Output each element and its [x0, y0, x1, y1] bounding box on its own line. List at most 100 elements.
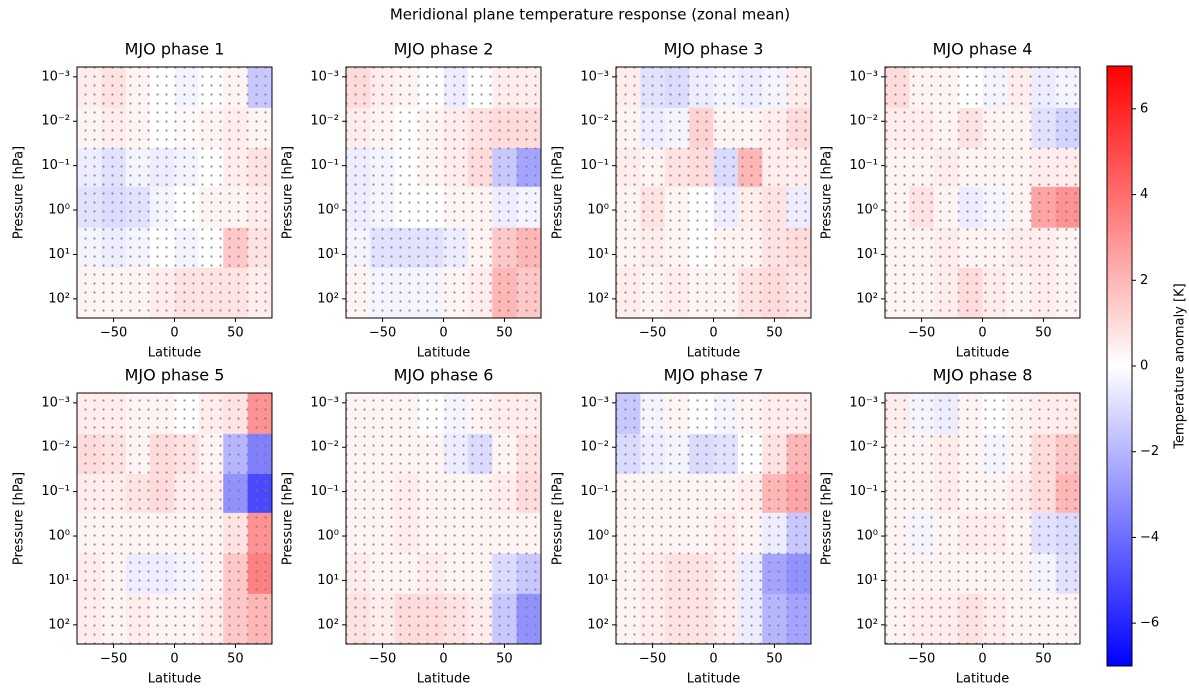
- x-tick-label: −50: [100, 326, 127, 341]
- y-tick-label: 10⁻²: [580, 440, 609, 455]
- colorbar-tick-label: −4: [1140, 530, 1159, 545]
- y-tick-label: 10⁰: [856, 203, 878, 218]
- x-axis-label: Latitude: [687, 672, 741, 687]
- panel-title: MJO phase 7: [664, 366, 764, 385]
- y-tick-label: 10⁻¹: [849, 158, 878, 173]
- x-tick-label: 50: [227, 326, 244, 341]
- y-tick-label: 10⁻³: [310, 69, 339, 84]
- y-tick-label: 10¹: [856, 247, 878, 262]
- x-tick-label: 0: [709, 652, 717, 667]
- y-tick-label: 10⁻¹: [310, 484, 339, 499]
- y-axis-label: Pressure [hPa]: [12, 146, 27, 239]
- y-tick-label: 10⁻¹: [849, 484, 878, 499]
- x-tick-label: 0: [439, 652, 447, 667]
- x-tick-label: 50: [1035, 326, 1052, 341]
- y-tick-label: 10⁻³: [41, 395, 70, 410]
- panel-title: MJO phase 5: [125, 366, 225, 385]
- stippling: [885, 67, 1080, 318]
- x-tick-label: 50: [227, 652, 244, 667]
- y-tick-label: 10⁰: [317, 529, 339, 544]
- panel-title: MJO phase 3: [664, 40, 764, 59]
- x-tick-label: −50: [908, 652, 935, 667]
- y-tick-label: 10¹: [587, 573, 609, 588]
- x-axis-label: Latitude: [148, 346, 202, 361]
- panel-title: MJO phase 4: [933, 40, 1033, 59]
- colorbar-tick-label: 6: [1140, 101, 1148, 116]
- y-tick-label: 10⁰: [48, 529, 70, 544]
- y-tick-label: 10⁰: [856, 529, 878, 544]
- stippling: [346, 67, 541, 318]
- y-tick-label: 10¹: [317, 247, 339, 262]
- y-tick-label: 10⁰: [587, 203, 609, 218]
- x-tick-label: −50: [639, 326, 666, 341]
- y-axis-label: Pressure [hPa]: [820, 472, 835, 565]
- y-tick-label: 10⁻²: [41, 114, 70, 129]
- x-tick-label: 50: [766, 652, 783, 667]
- y-tick-label: 10²: [48, 617, 70, 632]
- x-tick-label: 50: [496, 326, 513, 341]
- y-tick-label: 10⁰: [317, 203, 339, 218]
- x-axis-label: Latitude: [956, 672, 1010, 687]
- y-tick-label: 10²: [587, 617, 609, 632]
- y-tick-label: 10⁻¹: [580, 158, 609, 173]
- y-tick-label: 10⁻¹: [41, 158, 70, 173]
- y-tick-label: 10¹: [587, 247, 609, 262]
- y-tick-label: 10⁻²: [310, 440, 339, 455]
- x-tick-label: −50: [639, 652, 666, 667]
- colorbar-tick-label: 2: [1140, 273, 1148, 288]
- y-tick-label: 10⁰: [587, 529, 609, 544]
- panel-title: MJO phase 2: [394, 40, 494, 59]
- y-tick-label: 10²: [856, 291, 878, 306]
- y-tick-label: 10⁻¹: [41, 484, 70, 499]
- y-tick-label: 10¹: [48, 247, 70, 262]
- x-tick-label: 50: [496, 652, 513, 667]
- colorbar-tick-label: −6: [1140, 616, 1159, 631]
- y-tick-label: 10⁻³: [849, 395, 878, 410]
- x-tick-label: 0: [439, 326, 447, 341]
- y-tick-label: 10²: [317, 617, 339, 632]
- colorbar: [1106, 65, 1133, 667]
- x-tick-label: 0: [709, 326, 717, 341]
- x-tick-label: 50: [766, 326, 783, 341]
- panel-title: MJO phase 1: [125, 40, 225, 59]
- stippling: [885, 393, 1080, 644]
- stippling: [77, 67, 272, 318]
- y-axis-label: Pressure [hPa]: [12, 472, 27, 565]
- x-tick-label: −50: [369, 652, 396, 667]
- x-tick-label: 0: [170, 652, 178, 667]
- colorbar-tick-label: 0: [1140, 359, 1148, 374]
- stippling: [346, 393, 541, 644]
- y-tick-label: 10⁻³: [580, 69, 609, 84]
- x-tick-label: −50: [100, 652, 127, 667]
- stippling: [616, 67, 811, 318]
- y-axis-label: Pressure [hPa]: [551, 472, 566, 565]
- x-tick-label: 0: [170, 326, 178, 341]
- y-tick-label: 10⁰: [48, 203, 70, 218]
- x-axis-label: Latitude: [417, 672, 471, 687]
- y-tick-label: 10⁻³: [580, 395, 609, 410]
- x-axis-label: Latitude: [148, 672, 202, 687]
- y-tick-label: 10⁻²: [41, 440, 70, 455]
- figure-title: Meridional plane temperature response (z…: [390, 6, 790, 24]
- y-tick-label: 10¹: [317, 573, 339, 588]
- x-axis-label: Latitude: [956, 346, 1010, 361]
- colorbar-tick-label: −2: [1140, 444, 1159, 459]
- y-tick-label: 10⁻²: [310, 114, 339, 129]
- y-axis-label: Pressure [hPa]: [281, 146, 296, 239]
- x-axis-label: Latitude: [417, 346, 471, 361]
- y-tick-label: 10²: [48, 291, 70, 306]
- stippling: [77, 393, 272, 644]
- x-tick-label: −50: [369, 326, 396, 341]
- y-tick-label: 10²: [856, 617, 878, 632]
- y-tick-label: 10⁻²: [580, 114, 609, 129]
- x-tick-label: 0: [978, 652, 986, 667]
- y-tick-label: 10⁻³: [849, 69, 878, 84]
- y-tick-label: 10⁻¹: [580, 484, 609, 499]
- y-tick-label: 10⁻²: [849, 440, 878, 455]
- y-tick-label: 10¹: [856, 573, 878, 588]
- x-tick-label: 50: [1035, 652, 1052, 667]
- y-tick-label: 10¹: [48, 573, 70, 588]
- y-tick-label: 10⁻³: [41, 69, 70, 84]
- panel-title: MJO phase 8: [933, 366, 1033, 385]
